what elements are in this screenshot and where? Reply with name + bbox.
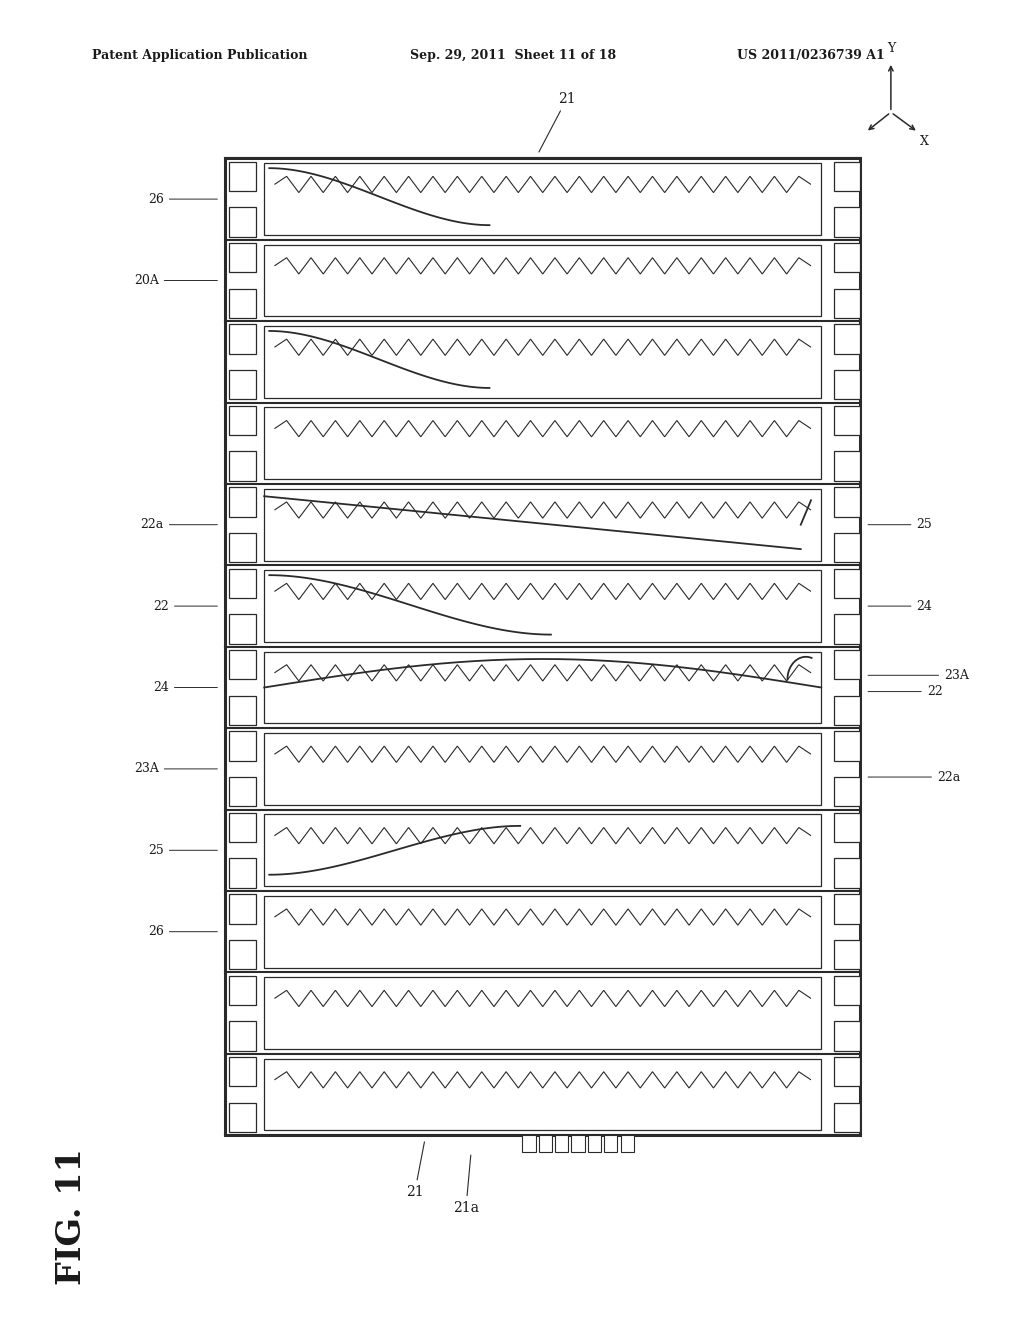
Bar — [229, 696, 256, 725]
Bar — [834, 1102, 860, 1133]
Bar — [229, 777, 256, 807]
Bar — [834, 1057, 860, 1086]
Text: 25: 25 — [148, 843, 217, 857]
Bar — [834, 813, 860, 842]
Bar — [571, 1135, 585, 1152]
Text: X: X — [920, 135, 929, 148]
Bar — [834, 487, 860, 516]
Bar — [264, 652, 821, 723]
Bar — [834, 533, 860, 562]
Bar — [264, 570, 821, 642]
Bar — [834, 1022, 860, 1051]
Bar — [264, 977, 821, 1049]
Bar — [229, 731, 256, 760]
Text: Y: Y — [887, 42, 895, 55]
Text: US 2011/0236739 A1: US 2011/0236739 A1 — [737, 49, 885, 62]
Text: 21a: 21a — [453, 1155, 479, 1216]
Bar — [229, 325, 256, 354]
Text: 24: 24 — [868, 599, 933, 612]
Text: 22a: 22a — [140, 519, 217, 531]
Bar — [834, 451, 860, 480]
Text: 22: 22 — [868, 685, 942, 698]
Bar — [229, 161, 256, 191]
Bar — [229, 243, 256, 272]
Bar — [264, 244, 821, 317]
Bar — [264, 488, 821, 561]
Bar — [834, 614, 860, 644]
Bar — [834, 975, 860, 1005]
Bar — [834, 161, 860, 191]
Text: 23A: 23A — [868, 669, 969, 682]
Text: 25: 25 — [868, 519, 932, 531]
Bar — [264, 1059, 821, 1130]
Bar — [229, 1057, 256, 1086]
Bar — [229, 1102, 256, 1133]
Bar — [834, 289, 860, 318]
Bar — [229, 1022, 256, 1051]
Bar — [229, 451, 256, 480]
Text: FIG. 11: FIG. 11 — [55, 1148, 88, 1286]
Bar — [522, 1135, 536, 1152]
Bar — [834, 731, 860, 760]
Bar — [834, 207, 860, 236]
Bar — [229, 487, 256, 516]
Bar — [229, 370, 256, 400]
Bar — [229, 813, 256, 842]
Text: 23A: 23A — [134, 763, 217, 775]
Bar — [225, 158, 860, 1135]
Bar — [834, 569, 860, 598]
Bar — [555, 1135, 568, 1152]
Bar — [229, 289, 256, 318]
Text: 26: 26 — [147, 193, 217, 206]
Bar — [229, 894, 256, 924]
Bar — [539, 1135, 552, 1152]
Bar — [264, 164, 821, 235]
Bar — [229, 405, 256, 436]
Bar — [264, 814, 821, 886]
Bar — [264, 408, 821, 479]
Bar — [229, 858, 256, 888]
Bar — [834, 858, 860, 888]
Text: 20A: 20A — [134, 275, 217, 286]
Bar — [264, 896, 821, 968]
Bar — [588, 1135, 601, 1152]
Text: 24: 24 — [153, 681, 217, 694]
Bar — [264, 733, 821, 805]
Bar — [834, 243, 860, 272]
Bar — [229, 614, 256, 644]
Bar — [834, 696, 860, 725]
Text: 22: 22 — [154, 599, 217, 612]
Bar — [834, 894, 860, 924]
Bar — [621, 1135, 634, 1152]
Bar — [264, 326, 821, 397]
Bar — [229, 940, 256, 969]
Bar — [229, 975, 256, 1005]
Bar — [834, 777, 860, 807]
Text: 22a: 22a — [868, 771, 961, 784]
Bar — [229, 533, 256, 562]
Bar — [604, 1135, 617, 1152]
Bar — [834, 370, 860, 400]
Bar — [229, 207, 256, 236]
Bar — [834, 325, 860, 354]
Text: 21: 21 — [539, 91, 575, 152]
Text: Sep. 29, 2011  Sheet 11 of 18: Sep. 29, 2011 Sheet 11 of 18 — [410, 49, 615, 62]
Bar — [229, 649, 256, 680]
Text: 26: 26 — [147, 925, 217, 939]
Text: 21: 21 — [406, 1142, 424, 1200]
Text: Patent Application Publication: Patent Application Publication — [92, 49, 307, 62]
Bar — [229, 569, 256, 598]
Bar — [834, 405, 860, 436]
Bar — [834, 940, 860, 969]
Bar — [834, 649, 860, 680]
